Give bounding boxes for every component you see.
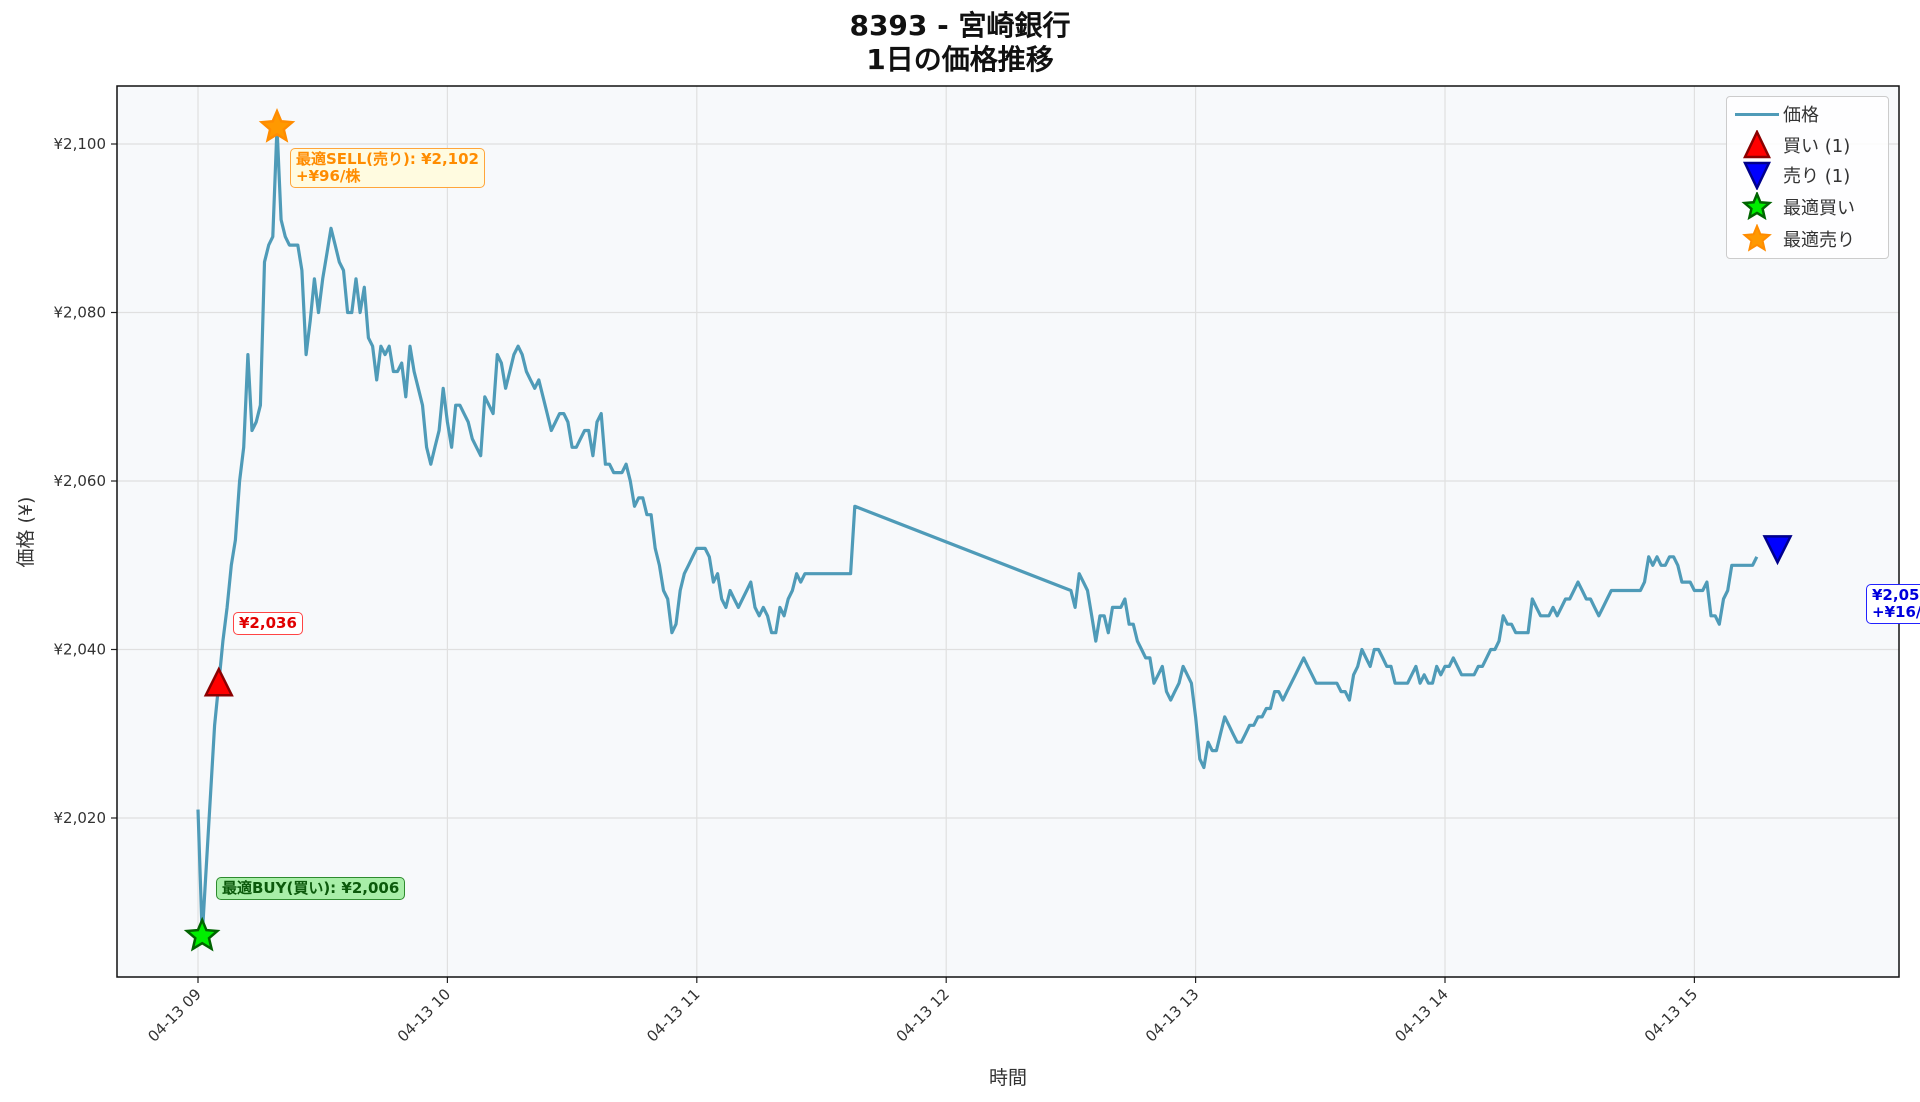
plot-frame bbox=[116, 85, 1900, 978]
legend-item-buy: 買い (1) bbox=[1727, 129, 1850, 160]
plot-area bbox=[117, 86, 1899, 977]
chart-title-line1: 8393 - 宮崎銀行 bbox=[849, 9, 1071, 42]
svg-text:¥2,060: ¥2,060 bbox=[54, 472, 107, 490]
x-axis-label: 時間 bbox=[989, 1067, 1027, 1089]
sell-marker bbox=[1762, 535, 1793, 566]
legend-item-optimal-sell: 最適売り bbox=[1727, 223, 1855, 254]
y-axis-label: 価格 (¥) bbox=[15, 497, 37, 568]
buy-marker bbox=[203, 666, 234, 697]
svg-text:04-13 09: 04-13 09 bbox=[144, 985, 204, 1045]
grid-lines bbox=[117, 86, 1899, 977]
svg-text:04-13 14: 04-13 14 bbox=[1391, 985, 1451, 1045]
chart-legend: 価格 買い (1) 売り (1) 最適買い 最適売り bbox=[1726, 96, 1889, 259]
svg-text:¥2,100: ¥2,100 bbox=[54, 135, 107, 153]
svg-text:04-13 15: 04-13 15 bbox=[1641, 985, 1701, 1045]
line-icon bbox=[1727, 99, 1783, 129]
price-line bbox=[196, 125, 1759, 938]
triangle-down-icon bbox=[1727, 160, 1783, 191]
svg-text:¥2,020: ¥2,020 bbox=[54, 809, 107, 827]
svg-text:04-13 12: 04-13 12 bbox=[893, 985, 953, 1045]
legend-item-sell: 売り (1) bbox=[1727, 160, 1850, 191]
svg-text:¥2,080: ¥2,080 bbox=[54, 304, 107, 322]
svg-text:04-13 10: 04-13 10 bbox=[394, 985, 454, 1045]
chart-title-line2: 1日の価格推移 bbox=[866, 43, 1054, 76]
sell-trade-annotation: ¥2,052 +¥16/株 bbox=[1866, 584, 1920, 624]
svg-text:¥2,040: ¥2,040 bbox=[54, 641, 107, 659]
optimal-buy-annotation: 最適BUY(買い): ¥2,006 bbox=[216, 877, 406, 900]
svg-text:04-13 13: 04-13 13 bbox=[1142, 985, 1202, 1045]
svg-text:04-13 11: 04-13 11 bbox=[643, 985, 703, 1045]
triangle-up-icon bbox=[1727, 129, 1783, 160]
optimal-sell-annotation: 最適SELL(売り): ¥2,102 +¥96/株 bbox=[290, 148, 485, 188]
legend-item-optimal-buy: 最適買い bbox=[1727, 190, 1855, 222]
optimal-buy-marker bbox=[183, 916, 221, 952]
star-icon bbox=[1727, 223, 1783, 254]
trade-markers bbox=[183, 107, 1793, 952]
buy-trade-annotation: ¥2,036 bbox=[233, 612, 303, 635]
optimal-sell-marker bbox=[258, 107, 296, 143]
star-icon bbox=[1727, 190, 1783, 222]
legend-item-price: 価格 bbox=[1727, 99, 1819, 129]
